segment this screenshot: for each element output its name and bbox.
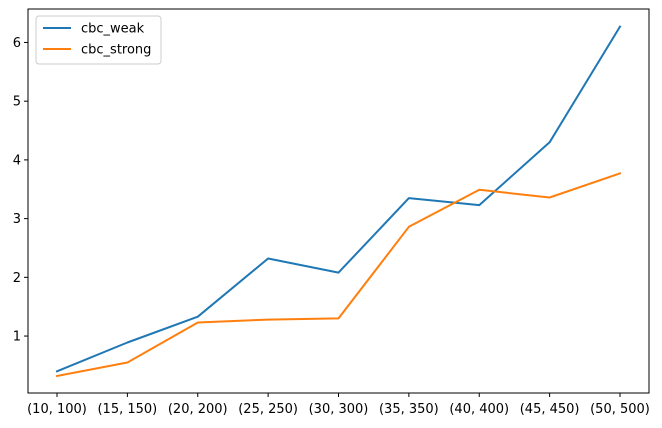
legend-label-cbc_weak: cbc_weak xyxy=(81,22,145,37)
y-tick-label: 2 xyxy=(13,271,21,286)
series-line-cbc_weak xyxy=(55,25,622,373)
y-tick-label: 5 xyxy=(13,95,21,110)
x-tick-label: (50, 500) xyxy=(590,402,650,417)
y-tick-label: 4 xyxy=(13,153,21,168)
x-tick-label: (10, 100) xyxy=(27,402,87,417)
x-tick-label: (35, 350) xyxy=(379,402,439,417)
x-tick-label: (40, 400) xyxy=(449,402,509,417)
x-tick-label: (45, 450) xyxy=(520,402,580,417)
y-tick-label: 1 xyxy=(13,330,21,345)
plot-area-border xyxy=(27,8,650,394)
legend: cbc_weak cbc_strong xyxy=(35,15,162,65)
legend-label-cbc_strong: cbc_strong xyxy=(81,43,151,58)
series-lines xyxy=(55,25,622,378)
axes-frame xyxy=(27,8,650,394)
x-tick-label: (15, 150) xyxy=(97,402,157,417)
y-tick-label: 6 xyxy=(13,36,21,51)
series-line-cbc_strong xyxy=(55,172,622,378)
x-axis: (10, 100) (15, 150) (20, 200) (25, 250) (30,… xyxy=(27,393,650,417)
x-tick-label: (25, 250) xyxy=(238,402,298,417)
x-tick-label: (30, 300) xyxy=(309,402,369,417)
y-tick-label: 3 xyxy=(13,212,21,227)
y-axis: 1 2 3 4 5 6 xyxy=(13,36,28,345)
x-tick-label: (20, 200) xyxy=(168,402,228,417)
